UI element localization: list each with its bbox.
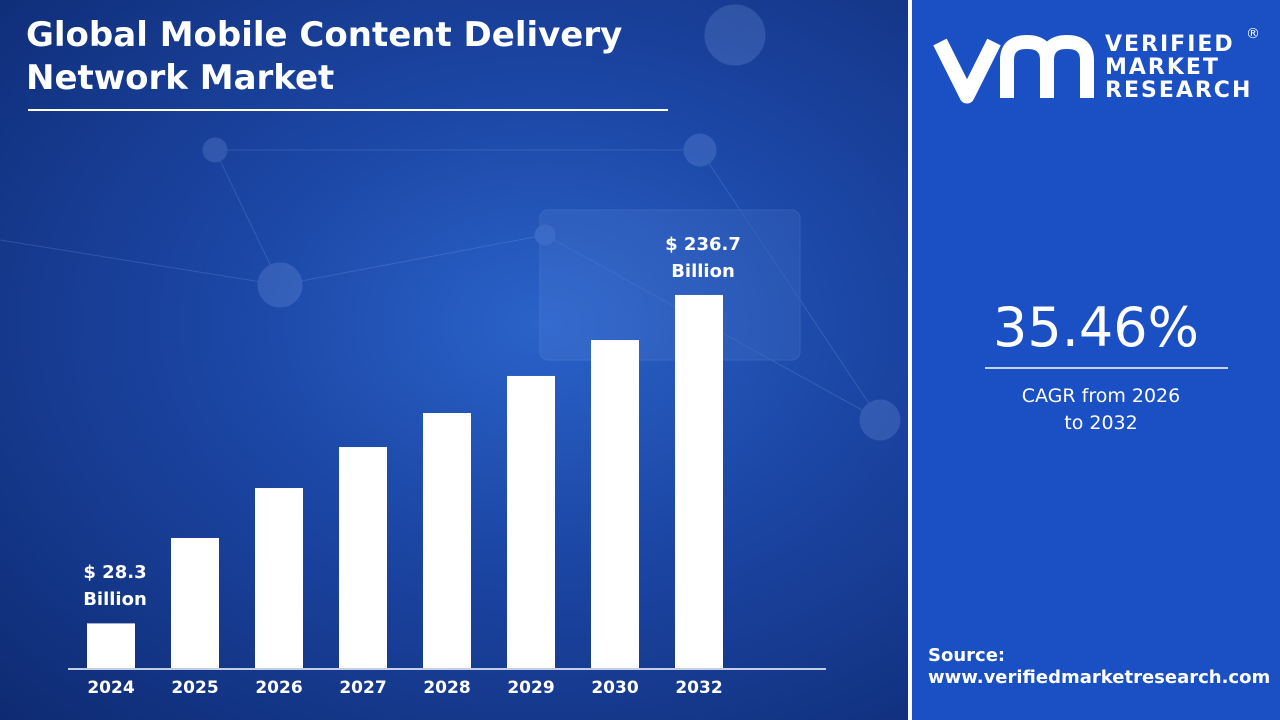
value-label: $ 236.7 Billion — [665, 233, 741, 282]
bar — [675, 294, 723, 668]
registered-mark: ® — [1246, 26, 1260, 42]
info-panel: VERIFIED MARKET RESEARCH ® 35.46% CAGR f… — [912, 0, 1280, 720]
brand-line: RESEARCH — [1105, 78, 1253, 103]
x-tick-label: 2029 — [507, 678, 554, 698]
x-tick-label: 2025 — [171, 678, 218, 698]
source-label: Source: — [928, 645, 1006, 666]
bar — [255, 488, 303, 668]
x-tick-label: 2032 — [675, 678, 722, 698]
logo-graphic — [933, 34, 1228, 369]
bar — [171, 537, 219, 668]
x-tick-label: 2027 — [339, 678, 386, 698]
bar — [423, 413, 471, 668]
x-tick-label: 2026 — [255, 678, 302, 698]
source-url: www.verifiedmarketresearch.com — [928, 667, 1271, 688]
chart-title: Global Mobile Content Delivery Network M… — [26, 15, 623, 98]
chart: 2024 2025 2026 2027 2028 2029 2030 2032 — [0, 4, 901, 698]
bar — [87, 623, 135, 668]
x-tick-label: 2030 — [591, 678, 638, 698]
bar — [507, 375, 555, 668]
chart-panel: 2024 2025 2026 2027 2028 2029 2030 2032 Global … — [0, 0, 908, 720]
bar — [339, 447, 387, 668]
decor-network — [0, 4, 901, 441]
bar — [591, 340, 639, 668]
value-label: $ 28.3 Billion — [83, 562, 147, 611]
cagr-label: CAGR from 2026 to 2032 — [1021, 385, 1181, 434]
brand-line: MARKET — [1105, 55, 1220, 80]
x-tick-label: 2024 — [87, 678, 134, 698]
cagr-value: 35.46% — [993, 296, 1199, 359]
brand-line: VERIFIED — [1105, 32, 1235, 57]
x-tick-label: 2028 — [423, 678, 470, 698]
